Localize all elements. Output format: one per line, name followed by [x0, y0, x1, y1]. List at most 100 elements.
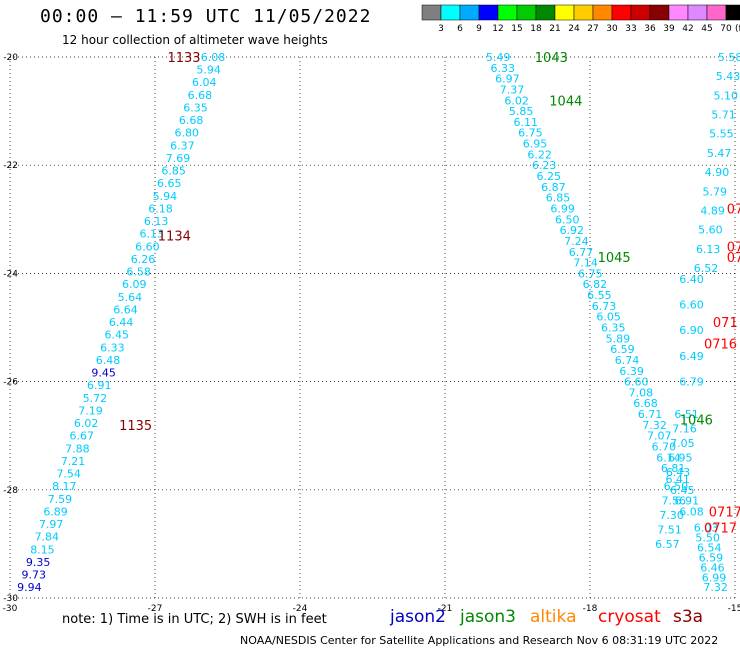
wave-height-value: 7.32	[642, 419, 667, 432]
y-tick-label: -30	[3, 594, 18, 604]
wave-height-value: 7.07	[647, 430, 672, 443]
wave-height-value: 6.09	[122, 278, 147, 291]
wave-height-value: 6.68	[179, 114, 204, 127]
wave-height-value: 6.60	[679, 299, 704, 312]
wave-height-value: 6.97	[495, 73, 520, 86]
legend-cryosat: cryosat	[598, 607, 661, 627]
time-label: 1133	[167, 51, 200, 66]
time-label: 1045	[598, 251, 631, 266]
x-tick-label: -21	[438, 604, 453, 614]
wave-height-value: 5.94	[153, 190, 178, 203]
wave-height-value: 6.92	[560, 224, 585, 237]
credit-line: NOAA/NESDIS Center for Satellite Applica…	[240, 634, 719, 647]
colorbar-label: 24	[568, 24, 580, 34]
y-tick-label: -22	[3, 161, 18, 171]
colorbar-label: 30	[606, 24, 618, 34]
wave-height-value: 5.94	[196, 64, 221, 77]
wave-height-value: 7.84	[35, 531, 60, 544]
wave-height-value: 6.50	[664, 480, 689, 493]
time-label: 1043	[535, 51, 568, 66]
wave-height-value: 6.95	[668, 451, 693, 464]
wave-height-value: 7.24	[564, 235, 589, 248]
wave-height-value: 9.94	[17, 581, 42, 594]
time-label: 07	[727, 202, 740, 217]
wave-height-value: 6.64	[113, 303, 138, 316]
wave-height-value: 6.85	[546, 192, 571, 205]
wave-height-value: 6.80	[175, 127, 200, 140]
wave-height-value: 7.54	[56, 468, 81, 481]
wave-height-value: 6.67	[70, 430, 95, 443]
wave-height-value: 6.48	[96, 354, 121, 367]
wave-height-value: 6.13	[144, 215, 169, 228]
x-tick-label: -18	[583, 604, 598, 614]
wave-height-value: 6.25	[537, 170, 562, 183]
wave-height-value: 8.15	[30, 543, 55, 556]
wave-height-value: 7.59	[48, 493, 73, 506]
time-label: 07	[727, 240, 740, 255]
wave-height-value: 6.13	[140, 228, 165, 241]
time-label: 1134	[158, 230, 191, 245]
colorbar-label: 18	[530, 24, 542, 34]
time-label: 0717	[709, 505, 740, 520]
wave-height-value: 6.52	[694, 262, 719, 275]
wave-height-value: 6.87	[541, 181, 566, 194]
colorbar-unit: (ft)	[735, 24, 740, 34]
y-tick-label: -20	[3, 53, 18, 63]
wave-height-value: 6.18	[148, 202, 173, 215]
wave-height-value: 6.26	[131, 253, 156, 266]
legend-jason3: jason3	[460, 607, 516, 627]
wave-height-value: 6.55	[587, 289, 612, 302]
wave-height-value: 6.58	[126, 266, 151, 279]
time-label: 1044	[549, 94, 582, 109]
wave-height-value: 7.16	[672, 422, 697, 435]
wave-height-value: 5.60	[698, 224, 723, 237]
wave-height-value: 6.45	[105, 329, 130, 342]
wave-height-value: 7.37	[500, 83, 525, 96]
wave-height-value: 9.45	[91, 367, 116, 380]
page-title: 00:00 – 11:59 UTC 11/05/2022	[40, 6, 372, 27]
wave-height-value: 6.04	[192, 76, 217, 89]
wave-height-value: 7.30	[659, 509, 684, 522]
wave-height-value: 6.03	[694, 522, 719, 535]
colorbar-label: 45	[701, 24, 712, 34]
wave-height-value: 6.35	[601, 322, 626, 335]
time-label: 0716	[704, 338, 737, 353]
footer-note: note: 1) Time is in UTC; 2) SWH is in fe…	[62, 612, 327, 627]
time-label: 1046	[680, 413, 713, 428]
wave-height-value: 6.45	[670, 484, 695, 497]
wave-height-value: 6.37	[170, 139, 195, 152]
wave-height-value: 6.51	[674, 408, 699, 421]
wave-height-value: 6.02	[74, 417, 99, 430]
y-tick-label: -28	[3, 486, 18, 496]
wave-height-value: 5.71	[711, 109, 736, 122]
wave-height-value: 4.89	[700, 204, 725, 217]
wave-height-value: 7.14	[573, 257, 598, 270]
wave-height-value: 8.17	[52, 480, 77, 493]
wave-height-value: 6.77	[569, 246, 594, 259]
wave-height-value: 6.44	[109, 316, 134, 329]
wave-height-value: 5.49	[486, 51, 511, 64]
wave-height-value: 6.02	[504, 94, 529, 107]
wave-height-value: 6.49	[679, 350, 704, 363]
wave-height-value: 6.71	[638, 408, 663, 421]
legend-s3a: s3a	[673, 607, 704, 627]
wave-height-value: 6.33	[491, 62, 516, 75]
wave-height-value: 5.10	[714, 89, 739, 102]
legend-altika: altika	[530, 607, 577, 627]
colorbar-label: 6	[457, 24, 463, 34]
wave-height-value: 6.35	[183, 101, 208, 114]
wave-height-value: 6.22	[527, 148, 552, 161]
colorbar-label: 36	[644, 24, 656, 34]
wave-height-value: 6.13	[696, 243, 721, 256]
wave-height-value: 6.81	[661, 462, 686, 475]
wave-height-value: 6.90	[679, 324, 704, 337]
wave-height-value: 5.55	[709, 128, 734, 141]
time-label: 0717	[704, 522, 737, 537]
wave-height-value: 7.69	[166, 152, 191, 165]
wave-height-value: 5.89	[606, 332, 631, 345]
colorbar-label: 39	[663, 24, 675, 34]
wave-height-value: 6.23	[532, 159, 557, 172]
wave-height-value: 6.91	[87, 379, 112, 392]
time-label: 1135	[119, 419, 152, 434]
